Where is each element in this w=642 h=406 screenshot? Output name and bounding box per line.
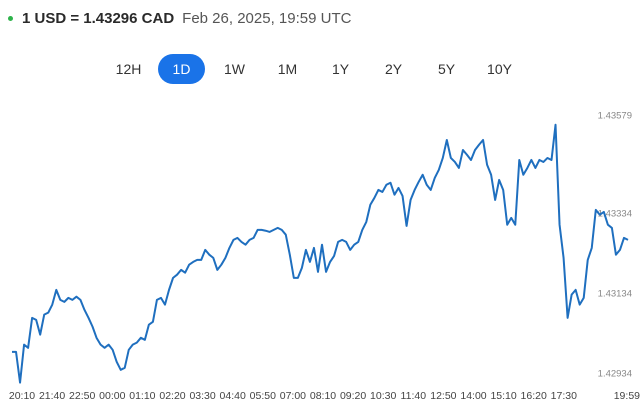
x-tick-label: 03:30	[189, 390, 215, 402]
range-selector: 12H 1D 1W 1M 1Y 2Y 5Y 10Y	[105, 54, 523, 84]
range-button[interactable]: 10Y	[487, 61, 512, 77]
header: 1 USD = 1.43296 CAD Feb 26, 2025, 19:59 …	[8, 8, 351, 28]
x-tick-label: 05:50	[250, 390, 276, 402]
range-button[interactable]: 1W	[224, 61, 245, 77]
x-tick-label: 15:10	[490, 390, 516, 402]
range-button[interactable]: 1D	[158, 54, 205, 84]
x-tick-label: 02:20	[159, 390, 185, 402]
y-tick-label: 1.42934	[598, 368, 632, 379]
x-tick-label: 21:40	[39, 390, 65, 402]
x-tick-label: 19:59	[614, 390, 640, 402]
rate: 1 USD = 1.43296 CAD	[22, 9, 175, 27]
x-tick-label: 17:30	[551, 390, 577, 402]
y-tick-label: 1.43334	[598, 208, 632, 219]
x-tick-label: 16:20	[521, 390, 547, 402]
x-tick-label: 08:10	[310, 390, 336, 402]
timestamp: Feb 26, 2025, 19:59 UTC	[182, 9, 352, 27]
range-button[interactable]: 2Y	[384, 61, 403, 77]
range-button[interactable]: 5Y	[437, 61, 456, 77]
x-tick-label: 07:00	[280, 390, 306, 402]
range-button[interactable]: 1Y	[331, 61, 350, 77]
x-tick-label: 11:40	[401, 390, 427, 402]
x-tick-label: 14:00	[460, 390, 486, 402]
y-tick-label: 1.43134	[598, 288, 632, 299]
rate-line	[12, 123, 629, 384]
y-tick-label: 1.43579	[598, 111, 632, 122]
range-button[interactable]: 1M	[277, 61, 298, 77]
range-button[interactable]: 12H	[115, 61, 142, 77]
live-dot	[8, 15, 13, 21]
x-tick-label: 04:40	[220, 390, 246, 402]
x-tick-label: 12:50	[430, 390, 456, 402]
x-tick-label: 10:30	[370, 390, 396, 402]
x-tick-label: 22:50	[69, 390, 95, 402]
x-tick-label: 20:10	[9, 390, 35, 402]
x-tick-label: 09:20	[340, 390, 366, 402]
x-tick-label: 00:00	[99, 390, 125, 402]
x-tick-label: 01:10	[129, 390, 155, 402]
